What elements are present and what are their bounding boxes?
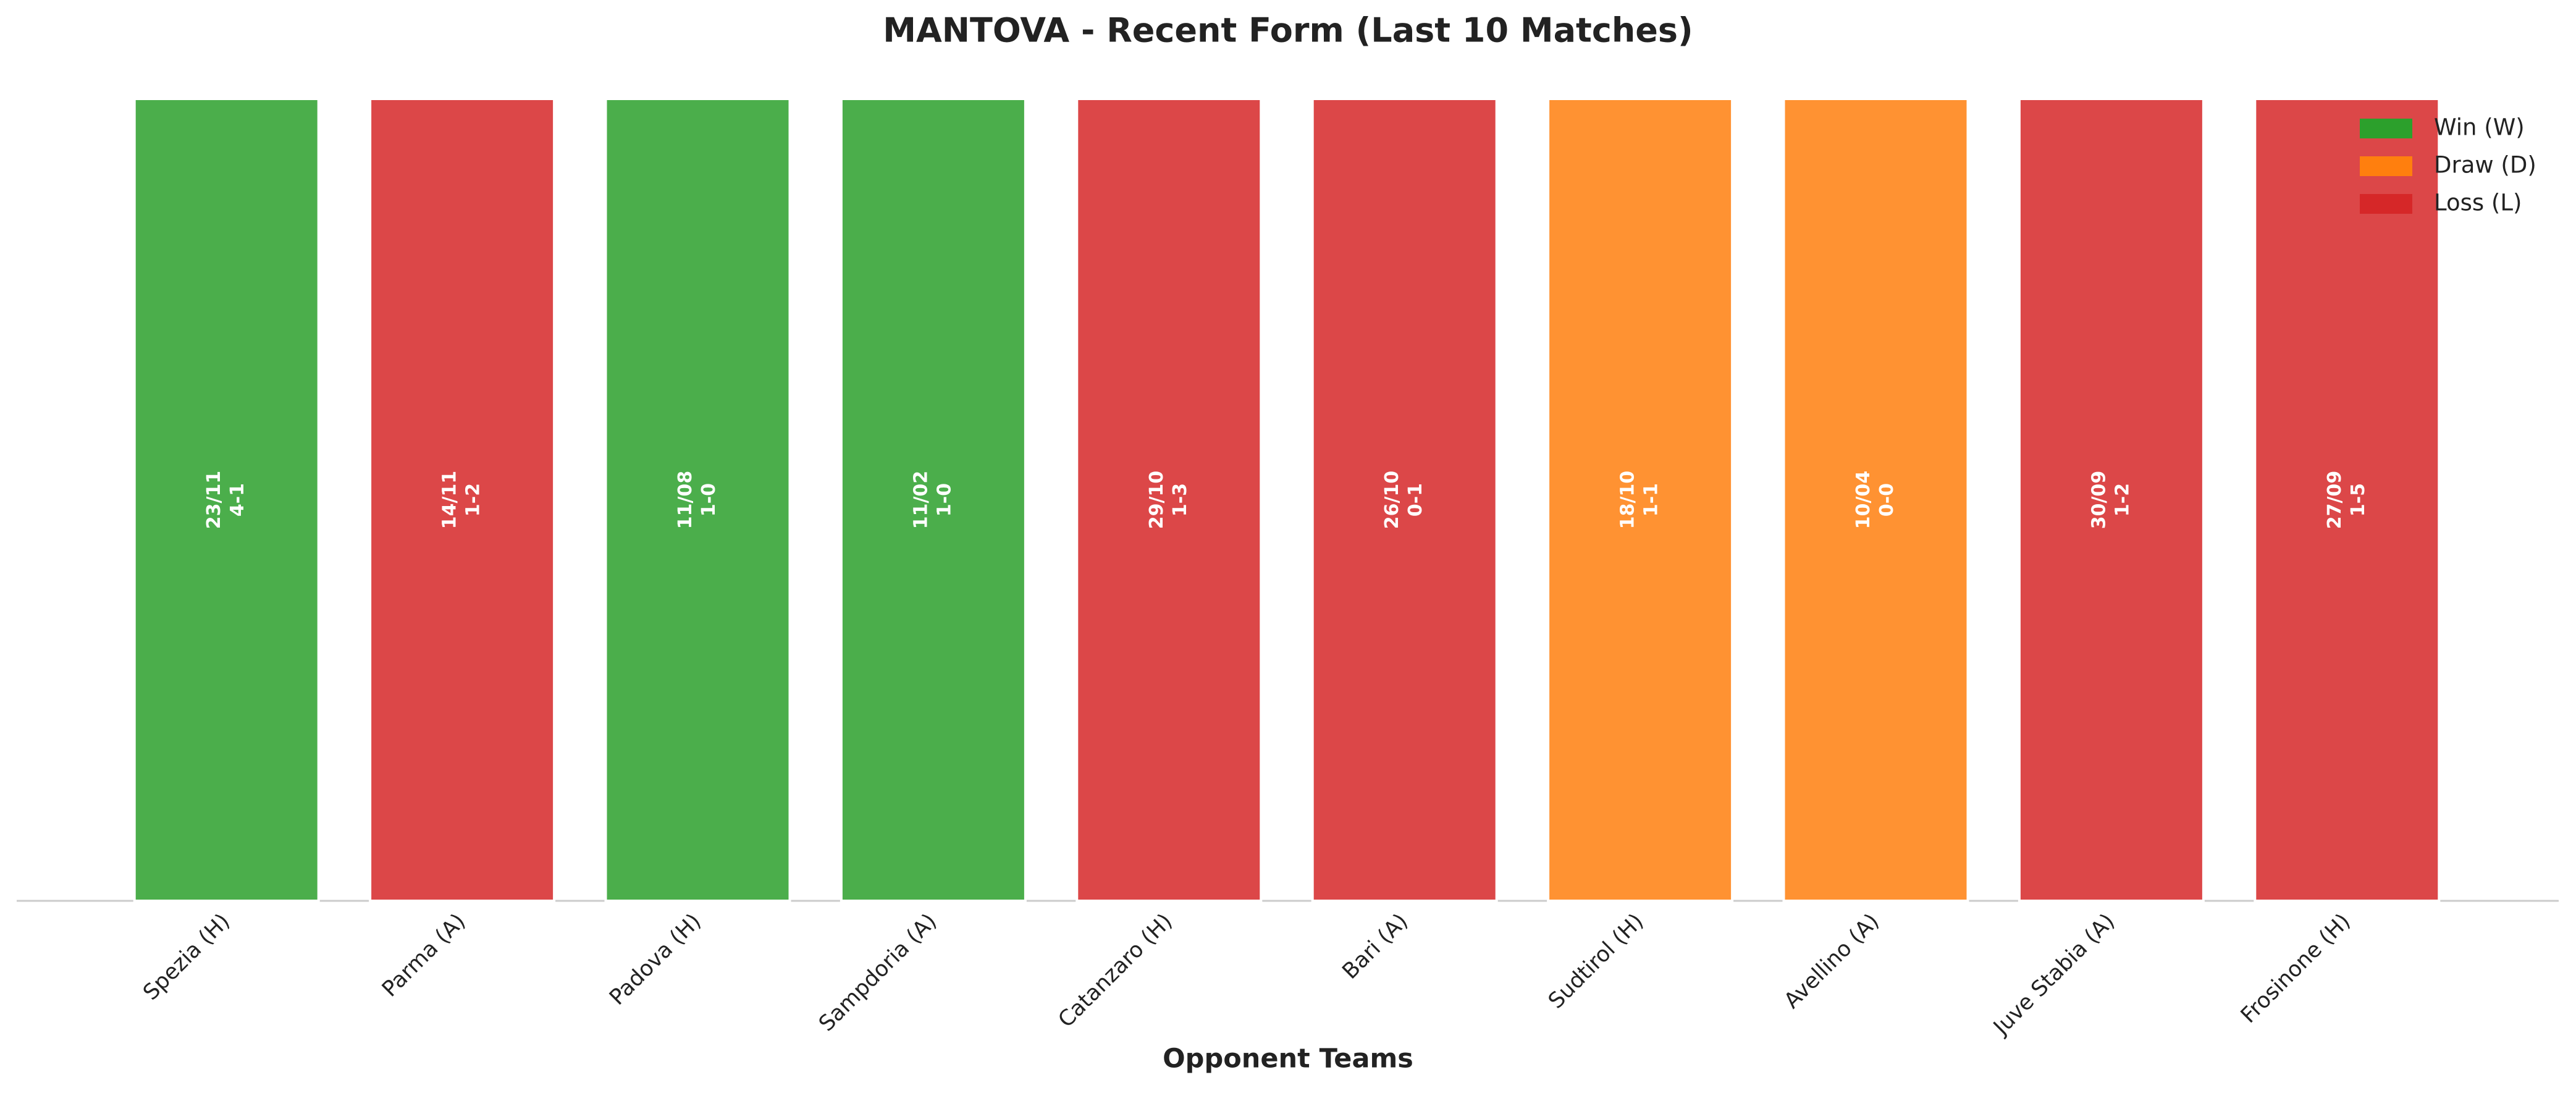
bar-label: 29/10 bbox=[1146, 471, 1168, 529]
x-axis-label: Opponent Teams bbox=[1163, 1044, 1413, 1074]
x-tick-label: Juve Stabia (A) bbox=[1988, 909, 2119, 1040]
legend-label: Win (W) bbox=[2434, 114, 2525, 141]
bar-label: 23/11 bbox=[203, 471, 225, 529]
legend-label: Loss (L) bbox=[2434, 190, 2522, 216]
bar-label: 11/08 bbox=[675, 471, 696, 529]
bar-label: 10/04 bbox=[1853, 471, 1874, 529]
chart-title: MANTOVA - Recent Form (Last 10 Matches) bbox=[883, 11, 1693, 50]
x-tick-label: Catanzaro (H) bbox=[1054, 909, 1177, 1032]
x-tick-label: Parma (A) bbox=[377, 909, 470, 1002]
bar-label: 18/10 bbox=[1617, 471, 1639, 529]
legend-label: Draw (D) bbox=[2434, 152, 2536, 179]
x-tick-label: Padova (H) bbox=[605, 909, 706, 1010]
bar-label: 1-5 bbox=[2347, 483, 2369, 517]
bar-label: 30/09 bbox=[2088, 471, 2110, 529]
bar-label: 14/11 bbox=[439, 471, 461, 529]
bar-label: 11/02 bbox=[910, 471, 932, 529]
bar bbox=[133, 98, 320, 902]
x-tick-label: Avellino (A) bbox=[1780, 909, 1884, 1013]
bar bbox=[840, 98, 1027, 902]
bar bbox=[1547, 98, 1734, 902]
x-tick-label: Sampdoria (A) bbox=[814, 909, 941, 1036]
bar bbox=[1311, 98, 1498, 902]
bar-label: 4-1 bbox=[227, 483, 248, 517]
x-tick-label: Bari (A) bbox=[1338, 909, 1413, 984]
bar-label: 1-0 bbox=[698, 483, 720, 517]
bar bbox=[604, 98, 791, 902]
bar bbox=[2254, 98, 2441, 902]
bar bbox=[2018, 98, 2205, 902]
bar bbox=[1782, 98, 1969, 902]
bar-label: 0-1 bbox=[1405, 483, 1426, 517]
bar-label: 26/10 bbox=[1381, 471, 1403, 529]
bar bbox=[1075, 98, 1263, 902]
legend-swatch bbox=[2360, 119, 2412, 138]
bar-label: 1-2 bbox=[2111, 483, 2133, 517]
bar-label: 1-3 bbox=[1169, 483, 1191, 517]
bar-label: 0-0 bbox=[1876, 483, 1898, 517]
bar-label: 1-2 bbox=[463, 483, 484, 517]
bar-label: 1-0 bbox=[933, 483, 955, 517]
x-tick-label: Sudtirol (H) bbox=[1544, 909, 1648, 1013]
bar-label: 27/09 bbox=[2324, 471, 2346, 529]
bar-label: 1-1 bbox=[1641, 483, 1662, 517]
legend-swatch bbox=[2360, 156, 2412, 176]
x-tick-label: Spezia (H) bbox=[138, 909, 235, 1005]
x-tick-label: Frosinone (H) bbox=[2236, 909, 2355, 1028]
legend-swatch bbox=[2360, 194, 2412, 214]
bar bbox=[369, 98, 556, 902]
